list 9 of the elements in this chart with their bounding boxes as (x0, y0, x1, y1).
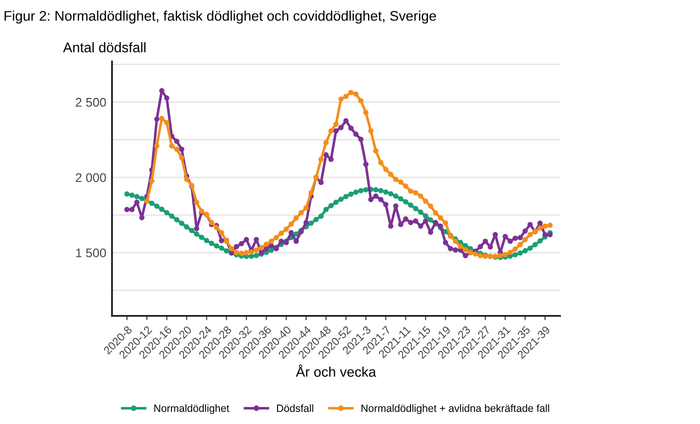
y-tick-label: 2 000 (76, 173, 106, 182)
y-tick-label: 1 500 (76, 248, 106, 258)
x-axis-title: År och vecka (296, 364, 376, 377)
chart-title: Figur 2: Normaldödlighet, faktisk dödlighet och coviddödlighet, Sverige (4, 10, 436, 24)
y-axis-title: Antal dödsfall (63, 42, 146, 52)
y-tick-label: 2 500 (76, 98, 106, 107)
legend-label: Normaldödlighet + avlidna bekräftade fall (362, 404, 550, 414)
legend-label: Normaldödlighet (154, 404, 230, 414)
legend-label: Dödsfall (277, 404, 314, 412)
